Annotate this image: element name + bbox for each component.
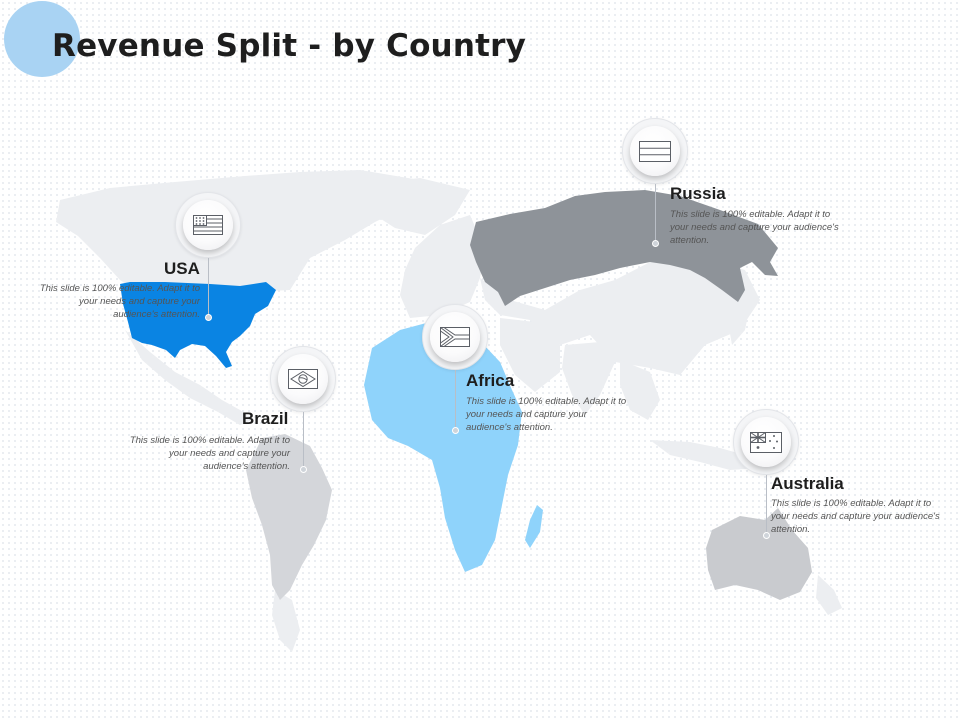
corner-decoration-circle [4,1,80,77]
australia-connector-line [766,475,767,535]
region-australia [706,508,812,600]
africa-flag-badge [422,304,488,370]
africa-description: This slide is 100% editable. Adapt it to… [466,396,627,433]
brazil-flag-badge [270,346,336,412]
region-south-america [246,434,332,600]
brazil-description: This slide is 100% editable. Adapt it to… [129,435,290,472]
africa-connector-dot [452,427,459,434]
russia-label: Russia [670,184,726,203]
africa-label: Africa [466,371,515,390]
australia-description: This slide is 100% editable. Adapt it to… [771,498,940,535]
usa-flag-badge [175,192,241,258]
russia-connector-dot [652,240,659,247]
australia-label: Australia [771,474,844,493]
russia-flag-badge [622,118,688,184]
region-russia [470,190,778,306]
slide-title: Revenue Split - by Country [52,28,527,64]
australia-connector-dot [763,532,770,539]
usa-flag-icon [193,215,223,235]
usa-connector-dot [205,314,212,321]
south-africa-flag-icon [440,327,470,347]
usa-connector-line [208,258,209,318]
russia-flag-icon [639,140,671,162]
russia-description: This slide is 100% editable. Adapt it to… [670,209,839,246]
russia-connector-line [655,184,656,242]
region-madagascar [525,505,543,548]
australia-flag-badge [733,409,799,475]
brazil-label: Brazil [242,409,289,428]
australia-flag-icon [750,431,782,453]
region-africa [364,322,522,572]
africa-connector-line [455,370,456,428]
brazil-connector-dot [300,466,307,473]
usa-label: USA [164,259,200,278]
usa-description: This slide is 100% editable. Adapt it to… [39,283,200,320]
region-usa [120,282,276,368]
brazil-flag-icon [288,369,318,389]
brazil-connector-line [303,412,304,470]
